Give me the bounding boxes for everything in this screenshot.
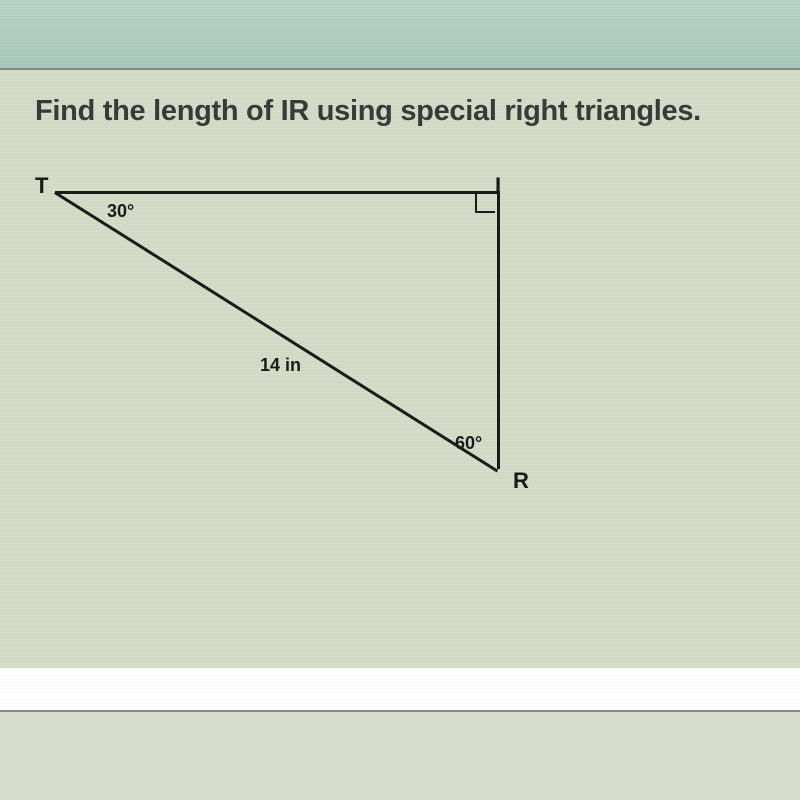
top-band <box>0 0 800 70</box>
line-IR <box>497 191 500 469</box>
screenshot: Find the length of IR using special righ… <box>0 0 800 800</box>
angle-30: 30° <box>107 201 134 222</box>
vertex-T: T <box>35 173 48 199</box>
angle-60: 60° <box>455 433 482 454</box>
triangle-diagram: T I R 30° 60° 14 in <box>35 163 765 643</box>
vertex-I: I <box>495 173 501 199</box>
line-TI <box>55 191 497 194</box>
content-area: Find the length of IR using special righ… <box>0 70 800 668</box>
hypotenuse-label: 14 in <box>260 355 301 376</box>
line-TR <box>54 191 498 472</box>
vertex-R: R <box>513 468 529 494</box>
question-text: Find the length of IR using special righ… <box>35 95 765 128</box>
right-angle-marker <box>475 193 495 213</box>
bottom-band <box>0 710 800 800</box>
